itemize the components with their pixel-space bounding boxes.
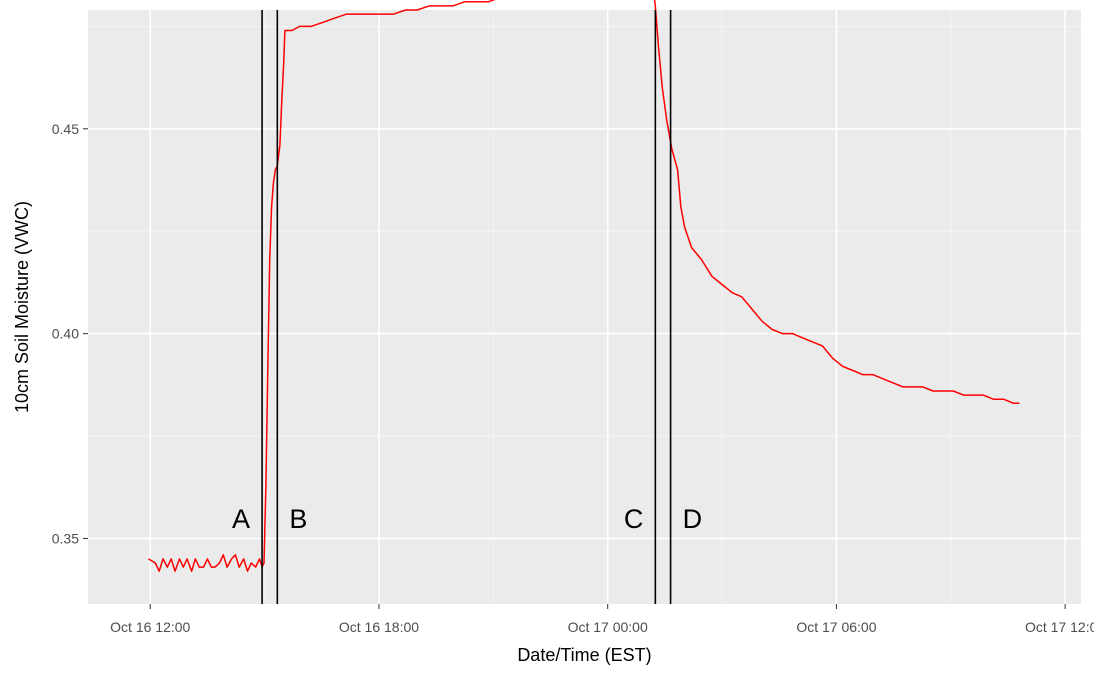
minor-gridlines: [88, 10, 1081, 604]
x-tick-label: Oct 17 00:00: [568, 619, 648, 635]
y-tick-labels: 0.35 0.40 0.45: [52, 121, 79, 547]
event-label-b: B: [289, 504, 307, 534]
event-label-d: D: [683, 504, 703, 534]
event-lines: A B C D: [232, 10, 702, 604]
x-tick-label: Oct 17 06:00: [796, 619, 876, 635]
y-axis-title: 10cm Soil Moisture (VWC): [12, 201, 32, 413]
event-label-a: A: [232, 504, 250, 534]
event-label-c: C: [624, 504, 644, 534]
y-tick-label: 0.40: [52, 326, 79, 342]
plot-panel: [88, 10, 1081, 604]
x-tick-labels: Oct 16 12:00 Oct 16 18:00 Oct 17 00:00 Oct …: [110, 619, 1094, 635]
y-tick-label: 0.45: [52, 121, 79, 137]
x-tick-label: Oct 16 12:00: [110, 619, 190, 635]
y-tick-label: 0.35: [52, 530, 79, 546]
x-axis-title: Date/Time (EST): [517, 645, 651, 665]
axis-ticks: [83, 128, 1066, 609]
x-tick-label: Oct 16 18:00: [339, 619, 419, 635]
x-tick-label: Oct 17 12:00: [1025, 619, 1094, 635]
soil-moisture-series-line: [148, 0, 1020, 572]
series-layer: [148, 0, 1020, 572]
major-gridlines: [88, 10, 1081, 604]
